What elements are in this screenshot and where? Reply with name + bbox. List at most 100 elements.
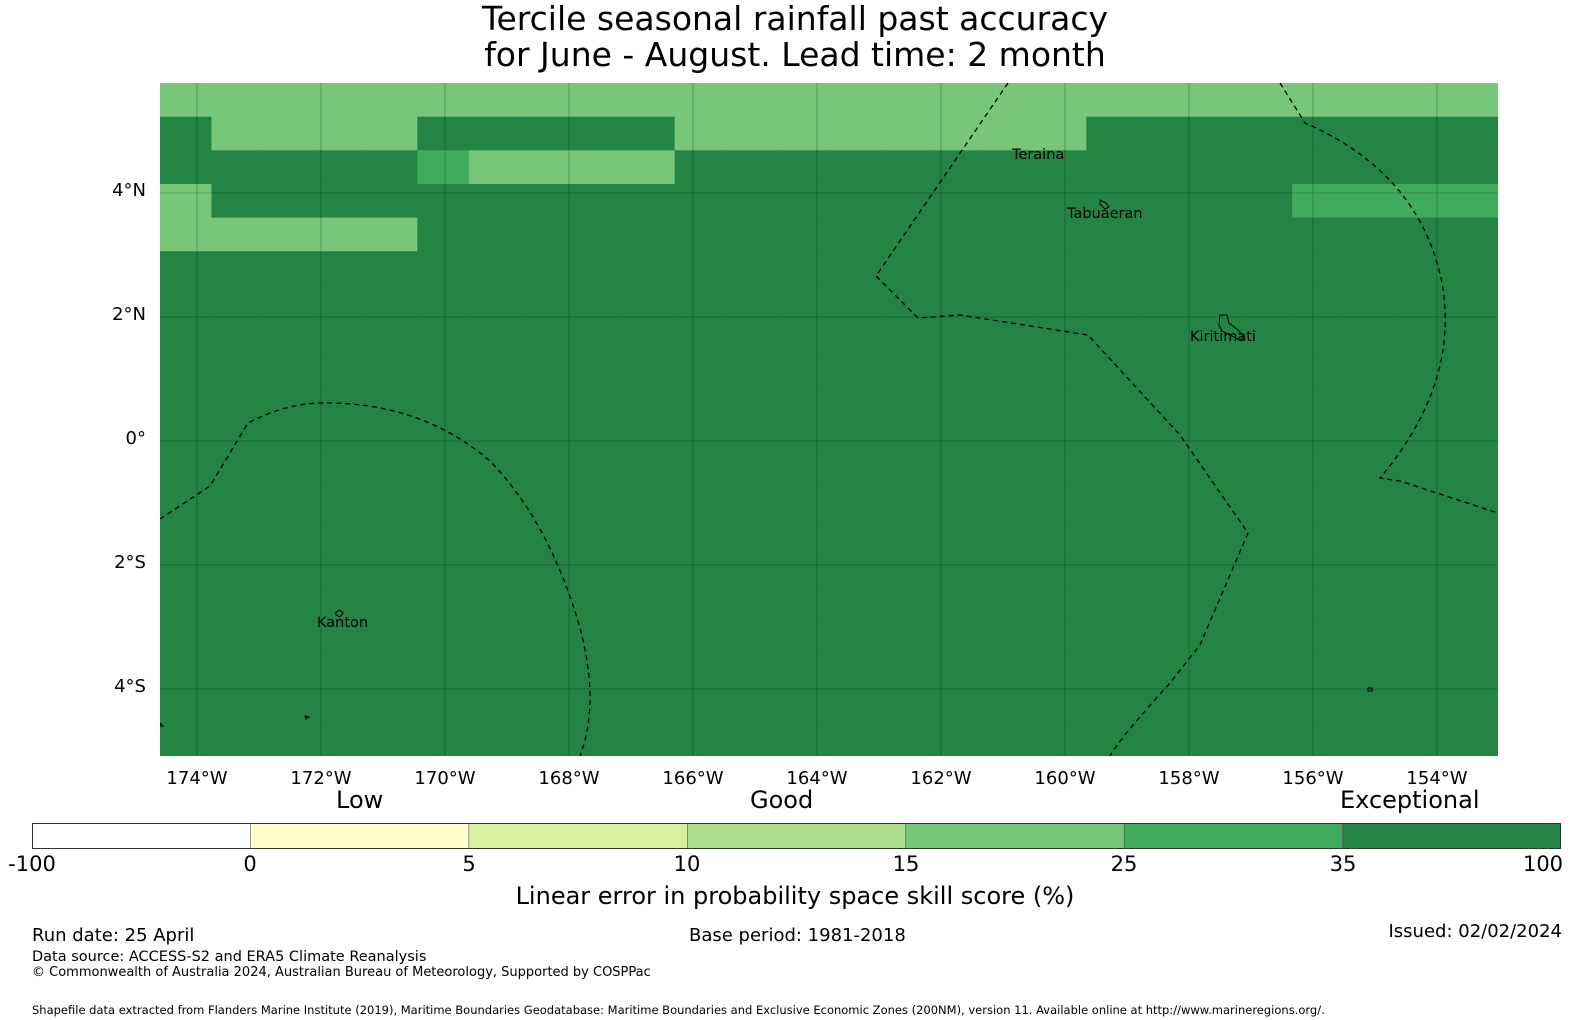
eez-boundaries [160,83,1498,756]
grid-cell [623,688,676,723]
grid-cell [211,284,264,320]
grid-cell [417,284,470,320]
grid-cell [1292,520,1345,555]
grid-cell [468,352,521,387]
grid-cell [726,318,779,353]
grid-cell [726,217,779,252]
grid-cell [262,554,315,589]
grid-cell [1034,587,1087,622]
grid-cell [931,183,984,219]
grid-cell [1240,83,1293,118]
grid-cell [520,587,573,622]
grid-cell [1292,453,1345,488]
grid-cell [468,587,521,622]
grid-cell [571,486,624,522]
lon-label-166w: 166°W [662,768,724,789]
grid-cell [880,385,933,421]
grid-cell [160,486,213,522]
colorbar-segment [32,823,252,849]
grid-cell [262,183,315,219]
grid-cell [777,284,830,320]
grid-cell [1086,621,1139,656]
grid-cell [1343,587,1396,622]
grid-cell [1343,486,1396,522]
tick-label-5: 5 [462,852,476,876]
grid-cell [1137,453,1190,488]
grid-cell [931,385,984,421]
grid-cell [726,688,779,723]
grid-cell [520,419,573,454]
grid-cell [777,722,830,756]
grid-cell [1086,284,1139,320]
grid-cell [211,453,264,488]
grid-cell [1034,655,1087,690]
grid-cell [1240,587,1293,622]
grid-cell [1189,284,1242,320]
grid-cell [1137,520,1190,555]
grid-cell [623,587,676,622]
eez-boundary-line-islands [875,83,1249,756]
grid-cell [1446,385,1498,421]
grid-cell [1446,453,1498,488]
grid-cell [1189,385,1242,421]
grid-cell [365,621,418,656]
grid-cell [468,385,521,421]
grid-cell [1343,419,1396,454]
grid-cell [1137,587,1190,622]
grid-cell [365,251,418,286]
grid-cell [314,486,367,522]
grid-cell [1086,554,1139,589]
grid-cell [571,385,624,421]
grid-cell [520,621,573,656]
graticule [160,83,1498,756]
grid-cell [211,486,264,522]
grid-cell [829,352,882,387]
grid-cell [417,453,470,488]
grid-cell [983,453,1036,488]
grid-cell [160,318,213,353]
grid-cell [623,520,676,555]
grid-cell [417,621,470,656]
grid-cell [160,251,213,286]
grid-cell [1343,284,1396,320]
grid-cell [931,520,984,555]
grid-cell [983,385,1036,421]
grid-cell [931,688,984,723]
grid-cell [1446,116,1498,151]
grid-cell [777,251,830,286]
grid-cell [1240,318,1293,353]
island-small-3 [160,722,165,727]
grid-cell [365,453,418,488]
lon-label-154w: 154°W [1406,768,1468,789]
grid-cell [880,183,933,219]
grid-cell [1343,251,1396,286]
grid-cell [1395,688,1448,723]
grid-cell [1189,621,1242,656]
grid-cell [314,217,367,252]
grid-cell [1034,83,1087,118]
grid-cell [674,621,727,656]
grid-cell [314,655,367,690]
grid-cell [880,83,933,118]
grid-cell [674,722,727,756]
grid-cell [1395,486,1448,522]
grid-cell [777,318,830,353]
grid-cell [365,655,418,690]
grid-cell [1395,621,1448,656]
grid-cell [571,251,624,286]
grid-cell [726,655,779,690]
grid-cell [931,587,984,622]
grid-cell [1395,116,1448,151]
grid-cell [1137,284,1190,320]
grid-cell [1446,486,1498,522]
grid-cell [211,150,264,185]
grid-cell [1137,150,1190,185]
grid-cell [1086,116,1139,151]
grid-cell [417,183,470,219]
grid-cell [468,150,521,185]
grid-cell [829,116,882,151]
grid-cell [983,116,1036,151]
grid-cell [1395,284,1448,320]
grid-cell [1086,150,1139,185]
grid-cell [1292,83,1345,118]
